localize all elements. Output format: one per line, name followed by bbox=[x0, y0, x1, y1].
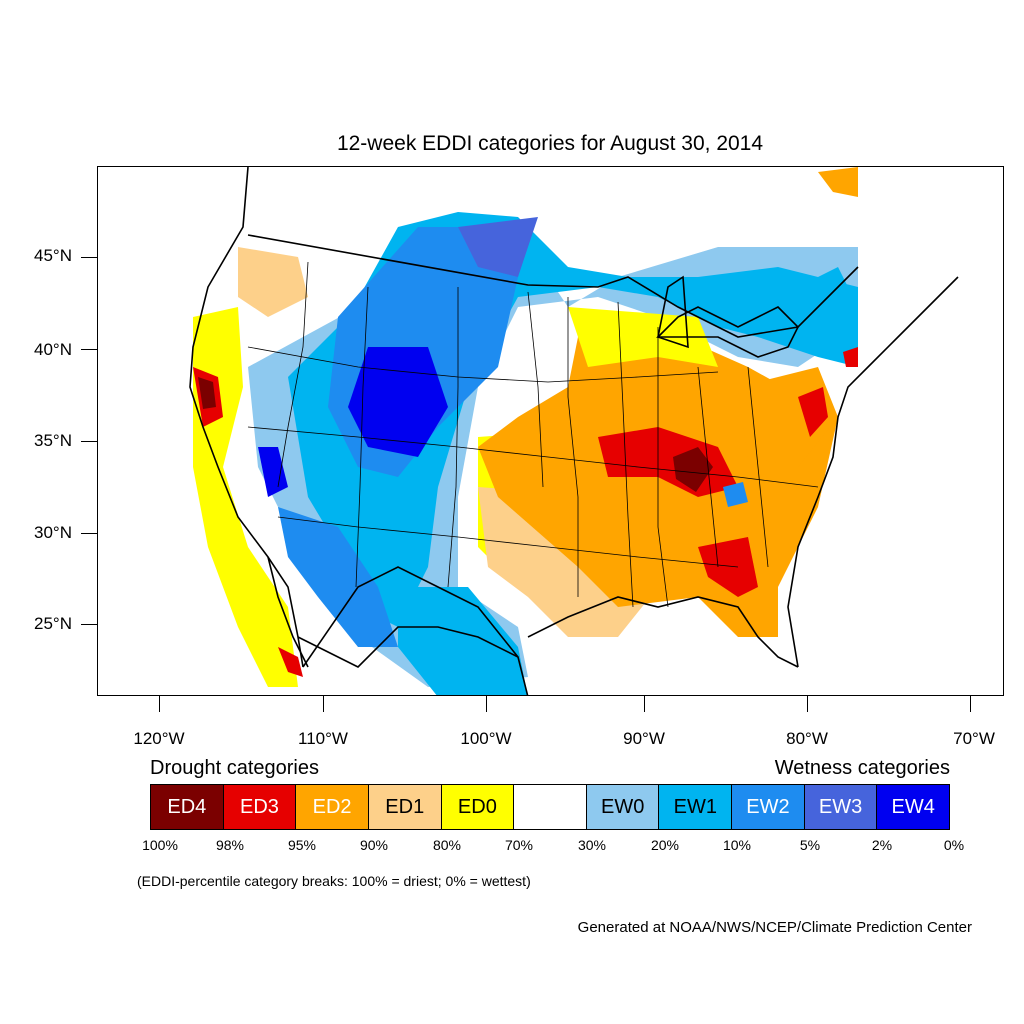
eddi-map-canvas bbox=[189, 167, 959, 695]
ew2-region-southwest bbox=[278, 507, 398, 647]
lon-tick-110 bbox=[323, 696, 324, 712]
break-label-30: 30% bbox=[577, 837, 607, 853]
lat-tick-30 bbox=[81, 533, 97, 534]
ew3-region-plains-north bbox=[458, 217, 538, 277]
legend-swatch-ed2: ED2 bbox=[296, 785, 369, 829]
lon-tick-70 bbox=[970, 696, 971, 712]
wetness-categories-heading: Wetness categories bbox=[774, 757, 950, 779]
lat-label-35: 35°N bbox=[34, 431, 72, 450]
atlantic-coastline bbox=[787, 276, 959, 668]
break-label-5: 5% bbox=[799, 837, 821, 853]
break-label-95: 95% bbox=[287, 837, 317, 853]
baja-coastline bbox=[267, 556, 309, 668]
lon-tick-100 bbox=[486, 696, 487, 712]
break-label-90: 90% bbox=[359, 837, 389, 853]
ew2-region-carolina bbox=[723, 482, 748, 507]
ed4-region-tennessee bbox=[673, 447, 713, 492]
lon-label-110: 110°W bbox=[298, 729, 348, 748]
ew4-region-utah bbox=[258, 447, 288, 497]
ew1-region-northeast bbox=[698, 267, 858, 367]
lon-tick-80 bbox=[807, 696, 808, 712]
legend-swatch-ed4: ED4 bbox=[151, 785, 224, 829]
lat-label-45: 45°N bbox=[34, 246, 72, 265]
break-label-0: 0% bbox=[943, 837, 965, 853]
ed4-region-california bbox=[198, 377, 216, 409]
map-title: 12-week EDDI categories for August 30, 2… bbox=[336, 132, 764, 155]
break-label-20: 20% bbox=[650, 837, 680, 853]
coastline-and-borders bbox=[189, 167, 959, 695]
ed0-region-ohio-valley bbox=[568, 307, 718, 367]
ed3-region-southeast bbox=[698, 537, 758, 597]
ew4-region-colorado bbox=[348, 347, 448, 457]
canada-border bbox=[247, 234, 859, 338]
eddi-map bbox=[97, 166, 1004, 696]
lon-label-100: 100°W bbox=[460, 729, 512, 748]
legend-swatch-neutral bbox=[514, 785, 587, 829]
break-label-70: 70% bbox=[504, 837, 534, 853]
drought-categories-heading: Drought categories bbox=[150, 757, 319, 779]
break-label-100: 100% bbox=[142, 837, 178, 853]
lon-tick-90 bbox=[644, 696, 645, 712]
west-coastline bbox=[189, 167, 304, 668]
ed3-region-baja bbox=[278, 647, 303, 677]
lon-label-120: 120°W bbox=[133, 729, 185, 748]
ed1-region-pacific-nw bbox=[238, 247, 308, 317]
lat-tick-45 bbox=[81, 257, 97, 258]
lon-label-70: 70°W bbox=[953, 729, 995, 748]
lat-tick-40 bbox=[81, 349, 97, 350]
lat-label-30: 30°N bbox=[34, 523, 72, 542]
ew1-region-texas-south bbox=[398, 587, 528, 695]
lat-tick-25 bbox=[81, 624, 97, 625]
great-lakes bbox=[656, 306, 799, 358]
legend-swatch-ed3: ED3 bbox=[223, 785, 297, 829]
break-label-80: 80% bbox=[432, 837, 462, 853]
ed3-region-chesapeake bbox=[798, 387, 828, 437]
legend-swatch-ew4: EW4 bbox=[877, 785, 950, 829]
break-label-98: 98% bbox=[215, 837, 245, 853]
credit-line: Generated at NOAA/NWS/NCEP/Climate Predi… bbox=[577, 919, 972, 936]
legend-swatch-ed1: ED1 bbox=[368, 785, 442, 829]
gulf-coastline-east bbox=[527, 596, 799, 668]
ed3-region-new-england bbox=[843, 347, 858, 367]
category-breaks-note: (EDDI-percentile category breaks: 100% =… bbox=[137, 873, 531, 889]
lat-label-40: 40°N bbox=[34, 340, 72, 359]
legend-swatch-ew1: EW1 bbox=[659, 785, 733, 829]
lat-label-25: 25°N bbox=[34, 614, 72, 633]
lon-tick-120 bbox=[159, 696, 160, 712]
legend-swatch-ew0: EW0 bbox=[586, 785, 660, 829]
lon-label-90: 90°W bbox=[623, 729, 665, 748]
legend-swatch-ew3: EW3 bbox=[804, 785, 878, 829]
ed2-region-northern-tip bbox=[818, 167, 858, 197]
category-legend: ED4 ED3 ED2 ED1 ED0 EW0 EW1 EW2 EW3 EW4 bbox=[150, 784, 950, 830]
break-label-2: 2% bbox=[871, 837, 893, 853]
lake-michigan bbox=[657, 275, 689, 349]
mexico-border bbox=[297, 626, 519, 668]
lon-label-80: 80°W bbox=[786, 729, 828, 748]
legend-swatch-ed0: ED0 bbox=[441, 785, 515, 829]
legend-swatch-ew2: EW2 bbox=[732, 785, 805, 829]
state-borders bbox=[247, 261, 819, 608]
break-label-10: 10% bbox=[722, 837, 752, 853]
lat-tick-35 bbox=[81, 441, 97, 442]
